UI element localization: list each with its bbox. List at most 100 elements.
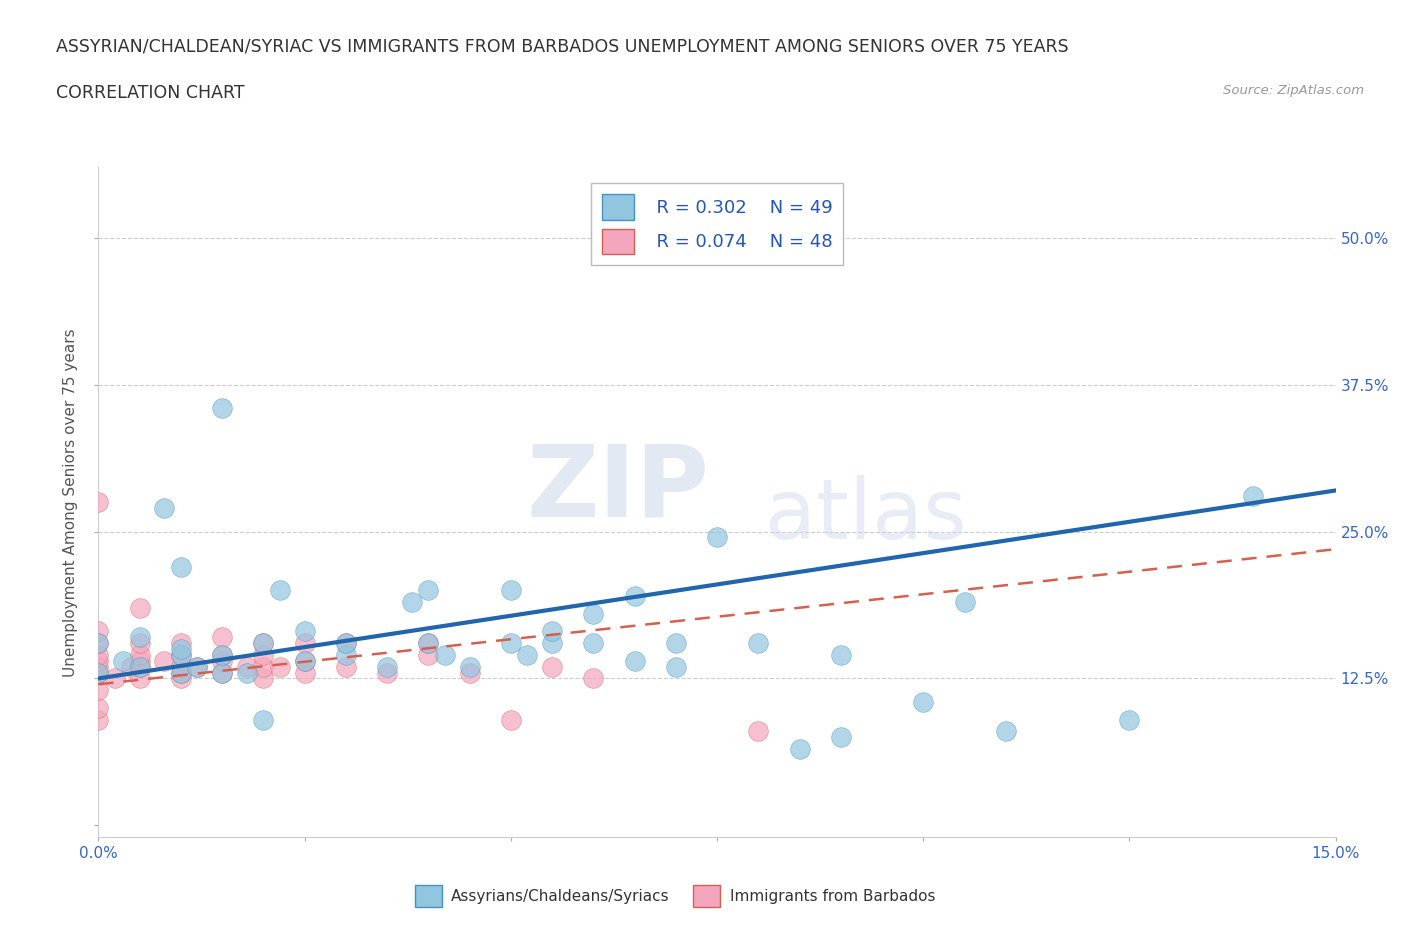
Point: [789, 741, 811, 756]
Point: [128, 671, 150, 685]
Point: [211, 654, 233, 669]
Legend:   R = 0.302    N = 49,   R = 0.074    N = 48: R = 0.302 N = 49, R = 0.074 N = 48: [591, 183, 844, 265]
Point: [170, 647, 193, 662]
Point: [170, 659, 193, 674]
Point: [128, 630, 150, 644]
Point: [418, 583, 440, 598]
Point: [87, 665, 110, 680]
Text: Source: ZipAtlas.com: Source: ZipAtlas.com: [1223, 84, 1364, 97]
Point: [170, 559, 193, 574]
Point: [516, 647, 538, 662]
Point: [665, 636, 688, 651]
Point: [401, 594, 423, 609]
Point: [499, 583, 522, 598]
Point: [1118, 712, 1140, 727]
Text: atlas: atlas: [765, 475, 966, 556]
Point: [294, 654, 316, 669]
Point: [87, 665, 110, 680]
Point: [87, 683, 110, 698]
Point: [87, 647, 110, 662]
Point: [211, 665, 233, 680]
Point: [128, 636, 150, 651]
Point: [335, 647, 357, 662]
Point: [418, 636, 440, 651]
Point: [294, 636, 316, 651]
Point: [335, 636, 357, 651]
Point: [120, 659, 142, 674]
Point: [375, 659, 398, 674]
Point: [186, 659, 208, 674]
Point: [433, 647, 456, 662]
Point: [623, 589, 645, 604]
Text: CORRELATION CHART: CORRELATION CHART: [56, 84, 245, 101]
Point: [87, 659, 110, 674]
Y-axis label: Unemployment Among Seniors over 75 years: Unemployment Among Seniors over 75 years: [63, 328, 79, 676]
Point: [541, 659, 564, 674]
Point: [623, 654, 645, 669]
Point: [830, 647, 852, 662]
Text: ASSYRIAN/CHALDEAN/SYRIAC VS IMMIGRANTS FROM BARBADOS UNEMPLOYMENT AMONG SENIORS : ASSYRIAN/CHALDEAN/SYRIAC VS IMMIGRANTS F…: [56, 37, 1069, 55]
Point: [87, 636, 110, 651]
Point: [252, 636, 274, 651]
Point: [128, 654, 150, 669]
Point: [236, 659, 259, 674]
Point: [747, 724, 769, 738]
Point: [112, 654, 135, 669]
Point: [128, 659, 150, 674]
Point: [87, 624, 110, 639]
Point: [335, 659, 357, 674]
Point: [170, 636, 193, 651]
Point: [541, 624, 564, 639]
Legend: Assyrians/Chaldeans/Syriacs, Immigrants from Barbados: Assyrians/Chaldeans/Syriacs, Immigrants …: [409, 879, 941, 913]
Point: [269, 659, 291, 674]
Point: [269, 583, 291, 598]
Point: [418, 636, 440, 651]
Point: [418, 647, 440, 662]
Point: [458, 659, 481, 674]
Point: [541, 636, 564, 651]
Point: [236, 665, 259, 680]
Point: [665, 659, 688, 674]
Point: [294, 665, 316, 680]
Point: [994, 724, 1017, 738]
Point: [252, 659, 274, 674]
Point: [153, 500, 176, 515]
Point: [186, 659, 208, 674]
Point: [335, 636, 357, 651]
Point: [211, 630, 233, 644]
Point: [252, 712, 274, 727]
Point: [1241, 489, 1264, 504]
Text: ZIP: ZIP: [527, 440, 710, 538]
Point: [211, 665, 233, 680]
Point: [170, 671, 193, 685]
Point: [499, 712, 522, 727]
Point: [211, 647, 233, 662]
Point: [211, 401, 233, 416]
Point: [153, 654, 176, 669]
Point: [582, 671, 605, 685]
Point: [128, 659, 150, 674]
Point: [211, 647, 233, 662]
Point: [170, 665, 193, 680]
Point: [252, 636, 274, 651]
Point: [706, 530, 728, 545]
Point: [582, 606, 605, 621]
Point: [953, 594, 976, 609]
Point: [104, 671, 127, 685]
Point: [170, 642, 193, 657]
Point: [375, 665, 398, 680]
Point: [87, 654, 110, 669]
Point: [87, 636, 110, 651]
Point: [582, 636, 605, 651]
Point: [128, 601, 150, 616]
Point: [912, 695, 935, 710]
Point: [87, 712, 110, 727]
Point: [252, 647, 274, 662]
Point: [294, 654, 316, 669]
Point: [87, 495, 110, 510]
Point: [747, 636, 769, 651]
Point: [458, 665, 481, 680]
Point: [499, 636, 522, 651]
Point: [170, 665, 193, 680]
Point: [170, 647, 193, 662]
